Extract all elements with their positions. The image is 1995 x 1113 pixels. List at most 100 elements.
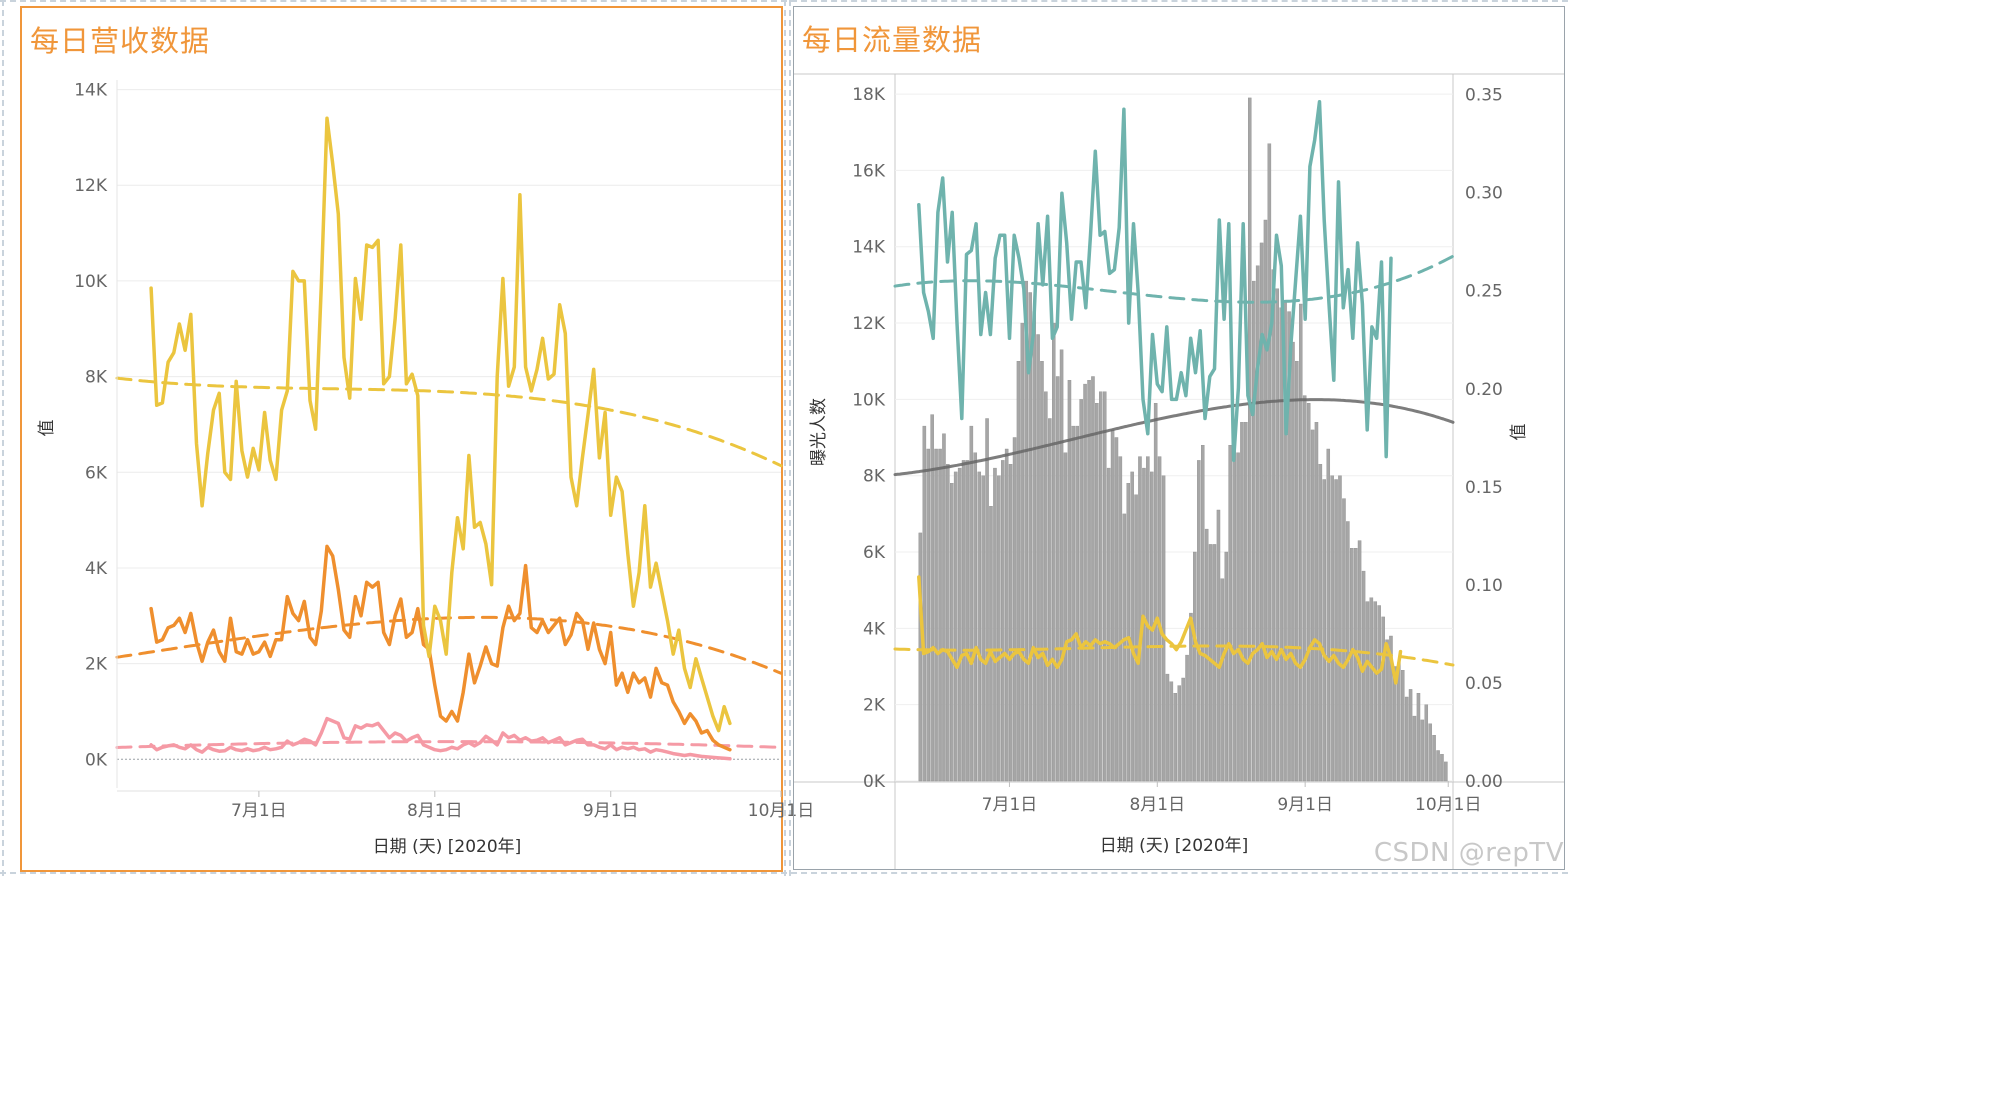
- traffic-bar: [1048, 418, 1052, 782]
- traffic-bar: [1295, 361, 1299, 782]
- traffic-bar: [1153, 403, 1158, 782]
- traffic-bar: [1404, 696, 1409, 782]
- traffic-bar: [1408, 689, 1413, 782]
- traffic-bar: [1020, 322, 1025, 782]
- traffic-bar: [1381, 616, 1385, 782]
- traffic-bar: [1432, 735, 1436, 782]
- traffic-right-tick-label: 0.05: [1465, 674, 1503, 694]
- traffic-x-tick-label: 8月1日: [1129, 795, 1185, 815]
- traffic-bar: [965, 460, 970, 782]
- revenue-x-tick-label: 10月1日: [748, 801, 814, 821]
- traffic-bar: [1075, 425, 1080, 782]
- traffic-left-tick-label: 16K: [852, 161, 886, 181]
- traffic-bar: [1291, 341, 1295, 782]
- revenue-x-axis-title: 日期 (天) [2020年]: [373, 837, 522, 857]
- revenue-y-tick-label: 0K: [85, 750, 108, 770]
- traffic-bar: [1232, 437, 1236, 782]
- traffic-bar: [1134, 494, 1138, 782]
- traffic-bar: [1385, 639, 1389, 782]
- revenue-series-line: [149, 116, 732, 733]
- traffic-bar: [1236, 452, 1240, 782]
- traffic-bar: [1059, 349, 1064, 782]
- traffic-bar: [1428, 723, 1432, 782]
- traffic-bar: [1032, 311, 1036, 782]
- traffic-bar: [949, 483, 954, 782]
- revenue-x-tick-label: 9月1日: [583, 801, 639, 821]
- traffic-panel: 每日流量数据 18K 16K 14K 12K 10K 8K 6K 4K 2K 0K 0.35 0.30…: [793, 6, 1565, 870]
- traffic-bar: [1252, 280, 1256, 782]
- traffic-trendline: [893, 398, 1455, 477]
- traffic-bar: [1000, 460, 1005, 782]
- traffic-bar: [1016, 361, 1021, 782]
- traffic-right-tick-label: 0.10: [1465, 576, 1503, 596]
- traffic-series-line: [917, 575, 1403, 685]
- traffic-bar: [1420, 719, 1425, 782]
- dashed-separator-bottom: [0, 872, 1568, 874]
- traffic-bar: [1079, 399, 1083, 782]
- revenue-y-tick-label: 8K: [85, 368, 108, 388]
- traffic-bar: [1114, 437, 1119, 782]
- traffic-series-line: [917, 99, 1393, 463]
- traffic-bar: [1444, 761, 1448, 782]
- traffic-bar: [981, 475, 985, 782]
- traffic-bar: [1165, 673, 1170, 782]
- traffic-bar: [1099, 391, 1103, 782]
- traffic-x-axis-title: 日期 (天) [2020年]: [1100, 836, 1249, 856]
- traffic-bar: [1271, 269, 1276, 782]
- traffic-bar: [1185, 654, 1189, 782]
- revenue-trendline: [115, 376, 783, 468]
- traffic-bar: [1087, 380, 1091, 782]
- traffic-panel-title: 每日流量数据: [802, 23, 983, 57]
- traffic-bar: [961, 460, 966, 782]
- traffic-bar: [997, 475, 1001, 782]
- traffic-bar: [1314, 422, 1319, 782]
- traffic-bar: [1361, 570, 1366, 782]
- revenue-grid: [117, 89, 781, 760]
- traffic-bar: [1067, 380, 1072, 782]
- traffic-left-tick-label: 6K: [863, 543, 886, 563]
- revenue-y-axis-title: 值: [37, 420, 57, 437]
- traffic-left-tick-label: 18K: [852, 85, 886, 105]
- traffic-bar: [1365, 601, 1370, 782]
- traffic-bar: [1393, 666, 1397, 782]
- traffic-bar: [1326, 448, 1331, 782]
- traffic-bar: [1412, 715, 1417, 782]
- traffic-bar: [918, 532, 923, 782]
- traffic-bar: [953, 471, 958, 782]
- traffic-x-tick-label: 7月1日: [982, 795, 1038, 815]
- traffic-bar: [1224, 551, 1229, 782]
- traffic-right-tick-label: 0.20: [1465, 380, 1503, 400]
- dashed-separator-left: [2, 0, 4, 876]
- traffic-bar: [1350, 548, 1354, 782]
- traffic-bar: [1193, 551, 1197, 782]
- traffic-bar: [1279, 307, 1283, 782]
- traffic-bar: [1106, 467, 1111, 782]
- revenue-x-tick-label: 8月1日: [407, 801, 463, 821]
- traffic-bar: [1024, 280, 1029, 782]
- traffic-bar: [946, 464, 950, 782]
- traffic-bar: [1299, 303, 1303, 782]
- traffic-bar: [1338, 475, 1342, 782]
- traffic-bar: [1146, 456, 1150, 782]
- traffic-bar: [942, 433, 946, 782]
- traffic-bar: [1306, 403, 1311, 782]
- traffic-left-tick-label: 12K: [852, 314, 886, 334]
- traffic-bar: [926, 448, 931, 782]
- traffic-bar: [1342, 498, 1346, 782]
- revenue-y-tick-label: 10K: [74, 272, 108, 292]
- traffic-bar: [1173, 693, 1178, 782]
- traffic-bar: [1322, 479, 1327, 782]
- traffic-bar: [1373, 601, 1378, 782]
- traffic-bar: [1110, 429, 1115, 782]
- traffic-bar: [985, 418, 989, 782]
- revenue-panel-title: 每日营收数据: [30, 24, 211, 58]
- traffic-bar: [934, 448, 938, 782]
- traffic-left-tick-label: 10K: [852, 390, 886, 410]
- traffic-combo-chart: 18K 16K 14K 12K 10K 8K 6K 4K 2K 0K 0.35 0.30 0.25 0.2…: [794, 73, 1564, 869]
- traffic-bars: [918, 97, 1448, 782]
- revenue-y-tick-label: 14K: [74, 81, 108, 101]
- traffic-axes: 18K 16K 14K 12K 10K 8K 6K 4K 2K 0K 0.35 0.30 0.25 0.2…: [852, 85, 1503, 815]
- traffic-right-tick-label: 0.35: [1465, 86, 1503, 106]
- revenue-trendline: [115, 740, 783, 749]
- traffic-bar: [1240, 422, 1244, 782]
